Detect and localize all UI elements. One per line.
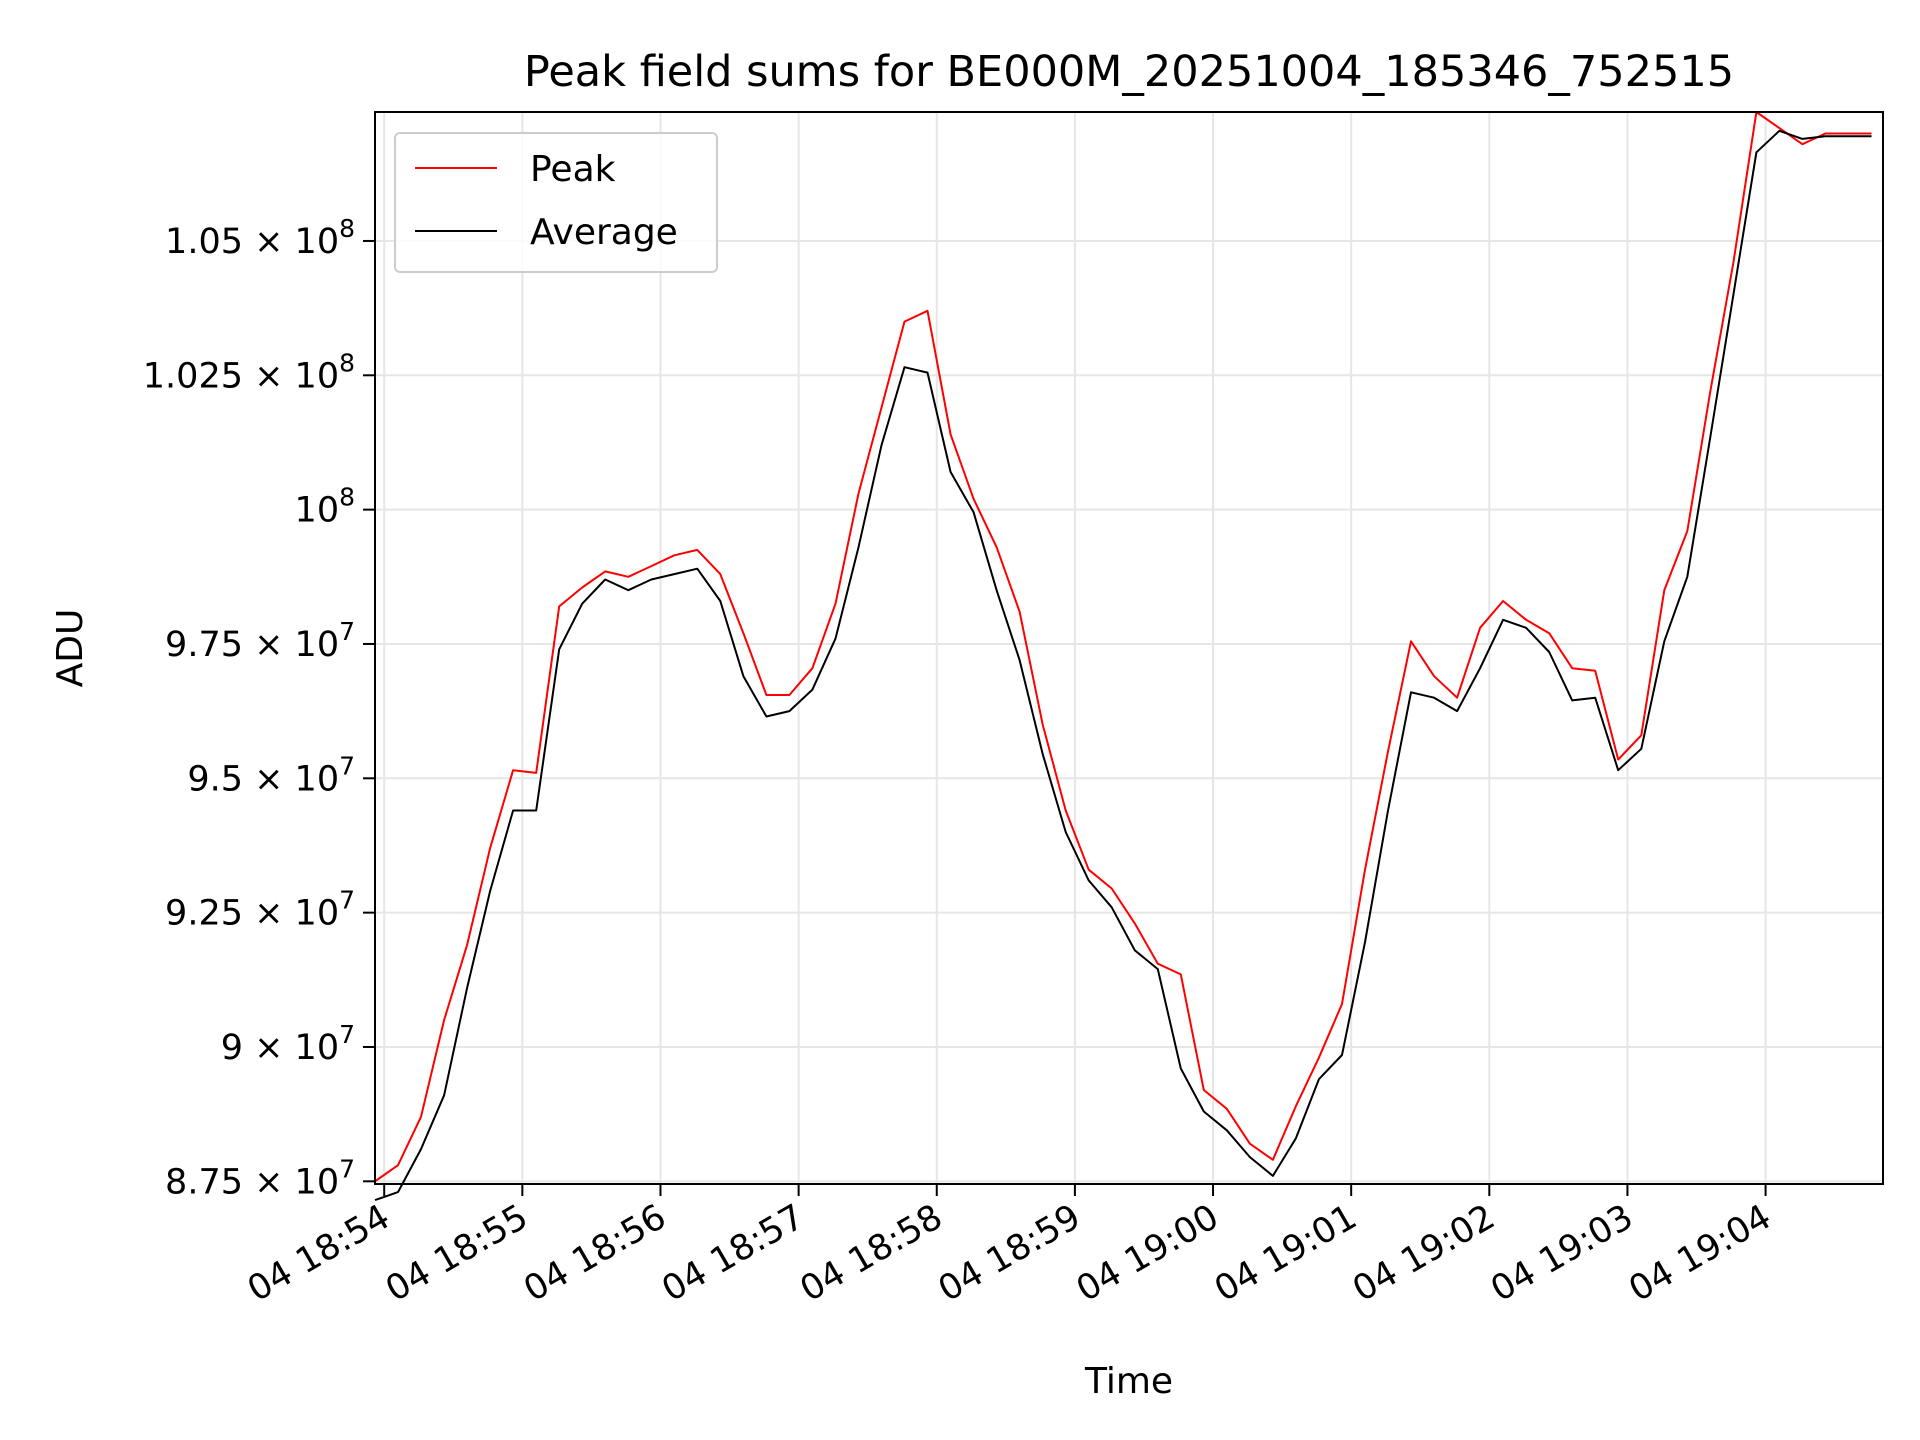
legend-label-peak: Peak	[530, 149, 616, 190]
x-axis-label: Time	[1084, 1361, 1173, 1402]
y-axis-label: ADU	[50, 609, 91, 688]
series-layer	[374, 111, 1872, 1202]
y-tick-label: 9.5 × 107	[187, 751, 355, 799]
legend: Peak Average	[394, 132, 718, 273]
y-tick-label: 1.025 × 108	[143, 348, 355, 396]
y-tick-label: 9 × 107	[221, 1020, 355, 1068]
y-tick-label: 9.25 × 107	[165, 886, 355, 934]
plot-area	[374, 111, 1884, 1185]
y-tick-label: 9.75 × 107	[165, 617, 355, 665]
series-line-average	[374, 129, 1872, 1202]
chart-title: Peak field sums for BE000M_20251004_1853…	[524, 47, 1734, 97]
grid	[375, 112, 1883, 1184]
series-line-peak	[374, 111, 1872, 1183]
y-axis: 8.75 × 107 9 × 107 9.25 × 107 9.5 × 107 9.75…	[143, 214, 375, 1202]
legend-label-average: Average	[530, 212, 678, 253]
y-tick-label: 1.05 × 108	[165, 214, 355, 262]
y-tick-label: 8.75 × 107	[165, 1154, 355, 1202]
